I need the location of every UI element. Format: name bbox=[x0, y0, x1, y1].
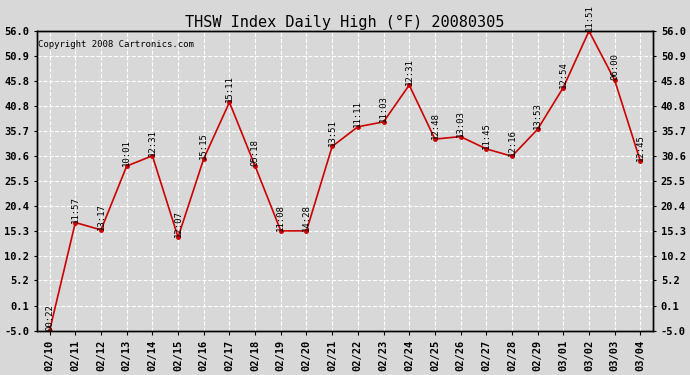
Text: 15:11: 15:11 bbox=[225, 75, 234, 102]
Text: 12:54: 12:54 bbox=[559, 61, 568, 87]
Text: 13:53: 13:53 bbox=[533, 102, 542, 129]
Text: 11:45: 11:45 bbox=[482, 122, 491, 149]
Text: 13:51: 13:51 bbox=[328, 120, 337, 146]
Text: 00:22: 00:22 bbox=[45, 304, 54, 330]
Text: 12:07: 12:07 bbox=[174, 210, 183, 237]
Text: 12:48: 12:48 bbox=[431, 112, 440, 139]
Text: 05:18: 05:18 bbox=[250, 139, 259, 166]
Title: THSW Index Daily High (°F) 20080305: THSW Index Daily High (°F) 20080305 bbox=[186, 15, 504, 30]
Text: 12:31: 12:31 bbox=[405, 58, 414, 85]
Text: 06:00: 06:00 bbox=[610, 53, 619, 80]
Text: 11:57: 11:57 bbox=[71, 196, 80, 222]
Text: 11:11: 11:11 bbox=[353, 100, 362, 127]
Text: 11:03: 11:03 bbox=[379, 95, 388, 122]
Text: 11:51: 11:51 bbox=[584, 4, 593, 31]
Text: Copyright 2008 Cartronics.com: Copyright 2008 Cartronics.com bbox=[38, 40, 194, 49]
Text: 11:08: 11:08 bbox=[276, 204, 285, 231]
Text: 13:03: 13:03 bbox=[456, 110, 465, 136]
Text: 12:31: 12:31 bbox=[148, 129, 157, 156]
Text: 14:28: 14:28 bbox=[302, 204, 311, 231]
Text: 15:15: 15:15 bbox=[199, 132, 208, 159]
Text: 12:45: 12:45 bbox=[636, 134, 645, 161]
Text: 10:01: 10:01 bbox=[122, 139, 131, 166]
Text: 13:17: 13:17 bbox=[97, 203, 106, 230]
Text: 12:16: 12:16 bbox=[507, 129, 516, 156]
